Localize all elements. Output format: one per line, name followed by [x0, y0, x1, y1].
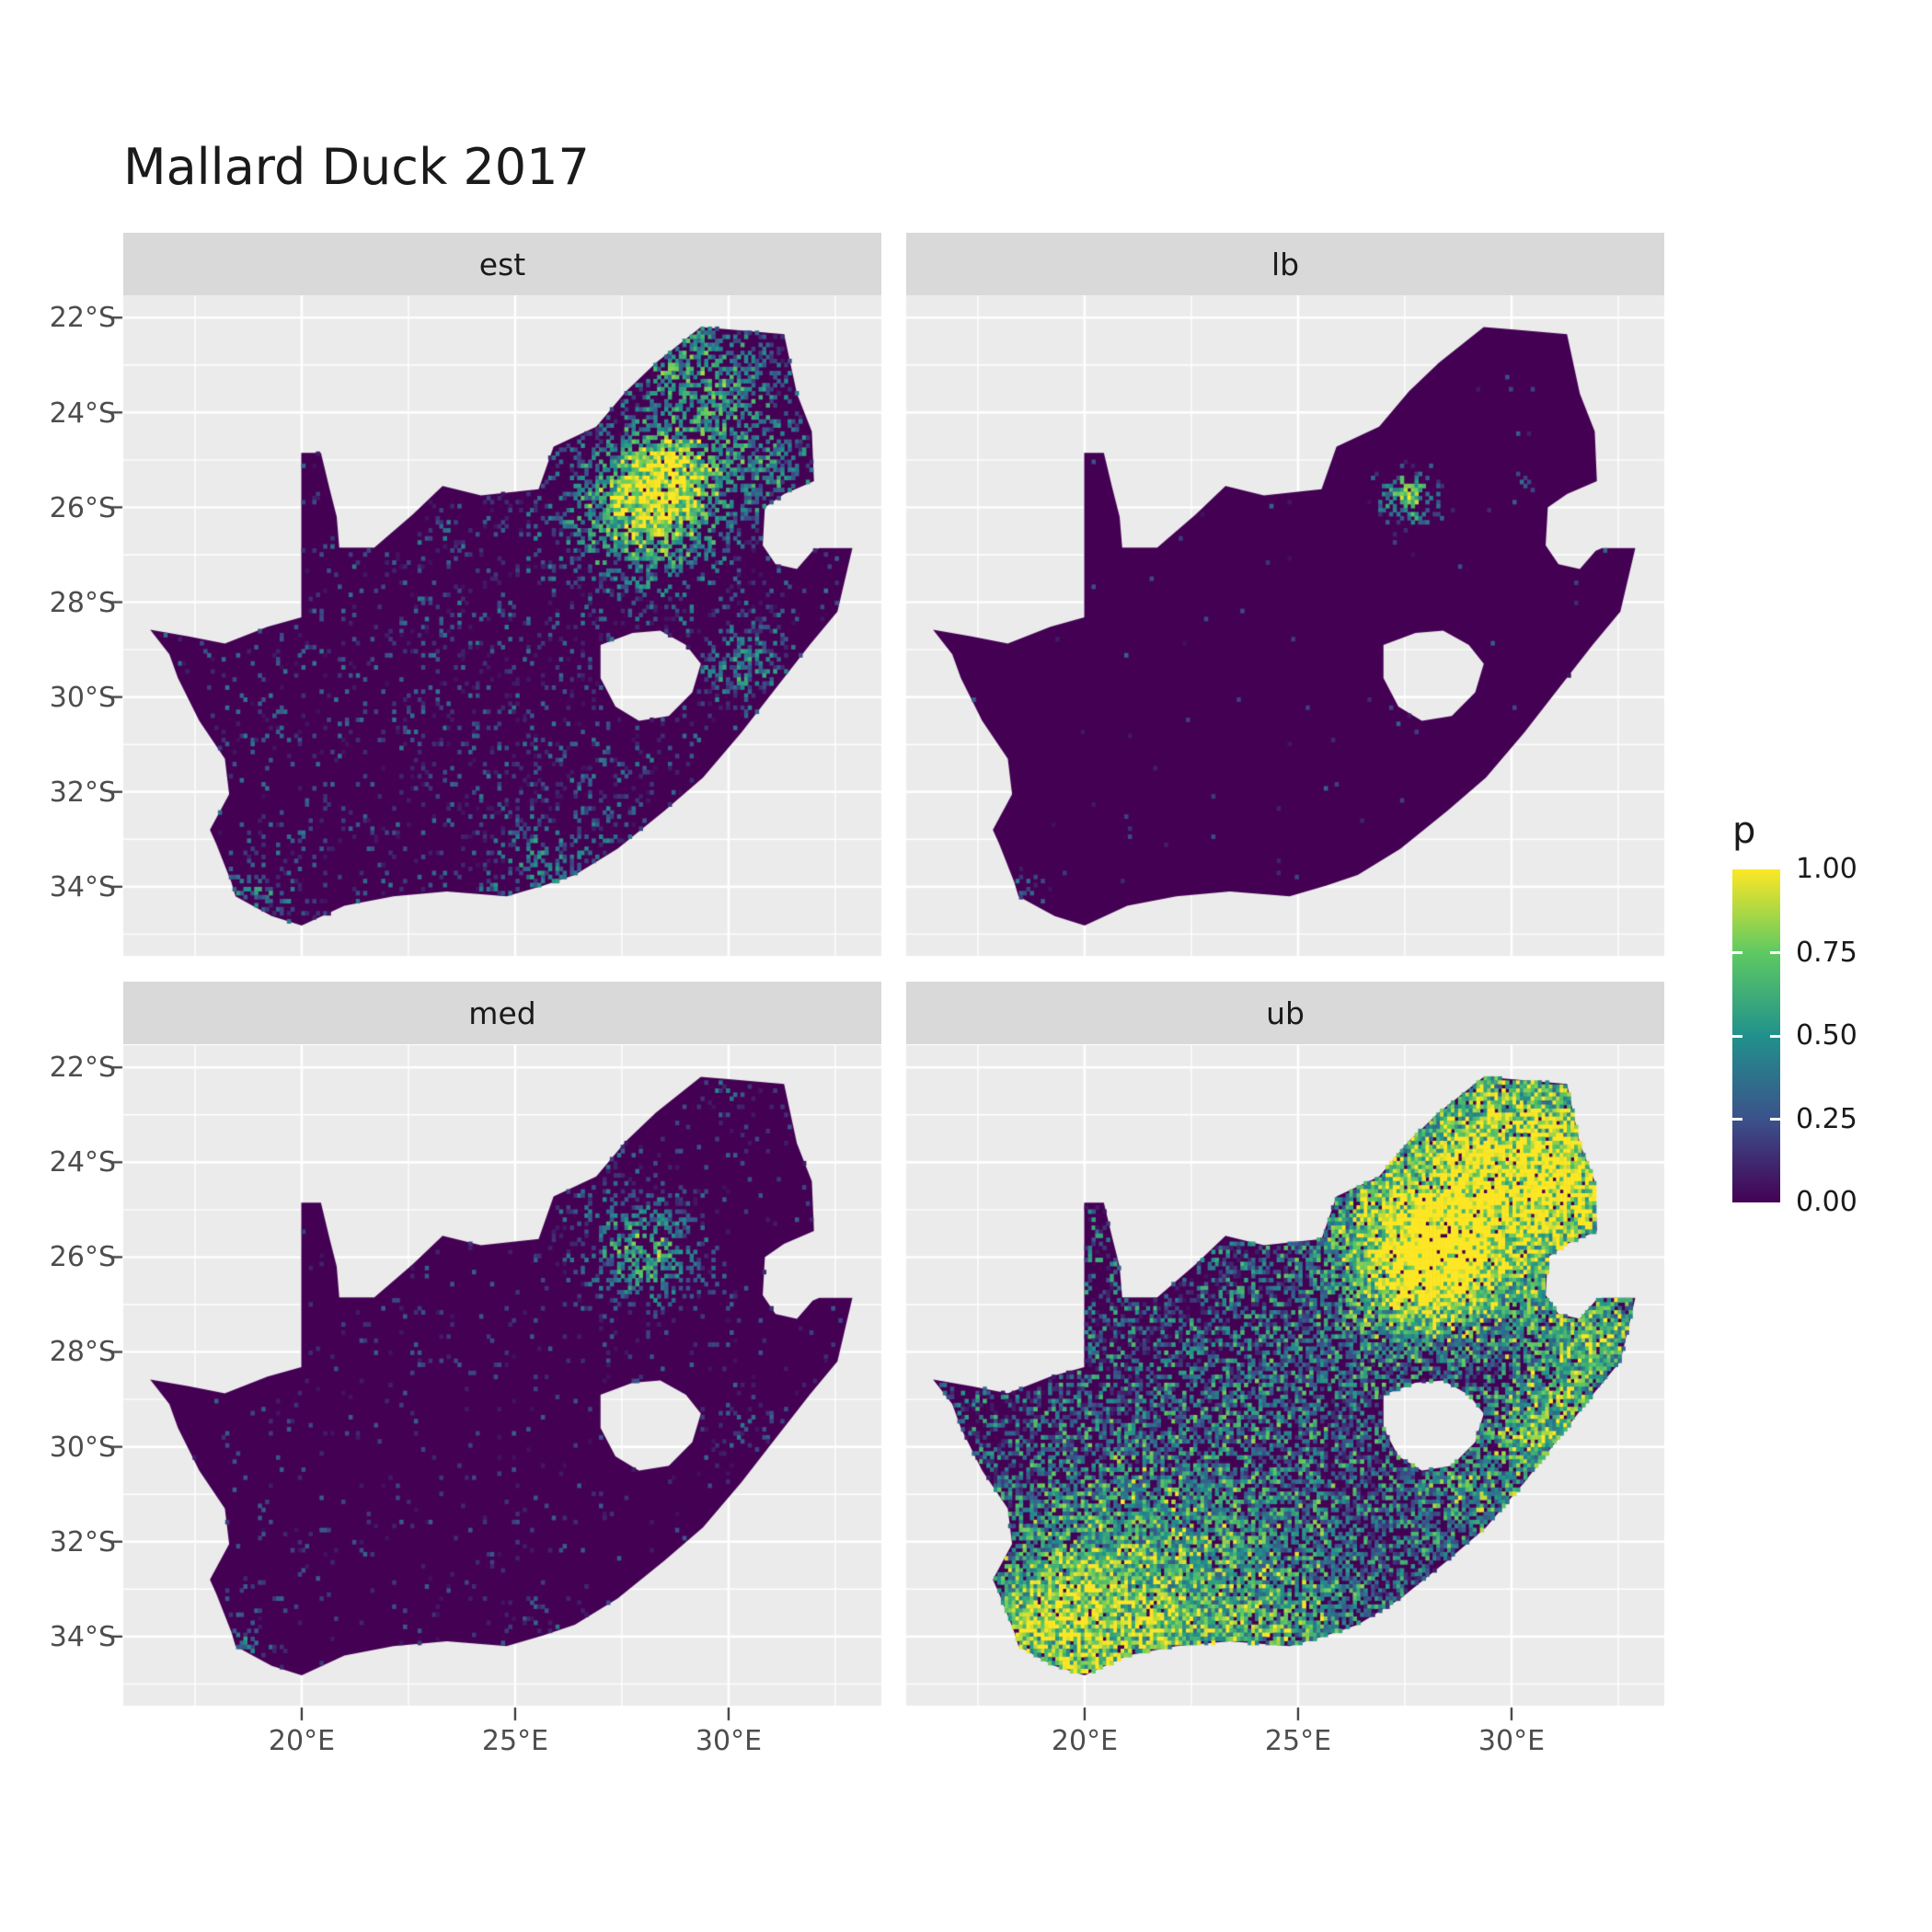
facet-strip-label: lb [1271, 246, 1300, 282]
facet-strip-lb: lb [906, 233, 1664, 295]
x-tick-label: 25°E [481, 1725, 549, 1757]
legend-tick-label: 1.00 [1796, 853, 1857, 885]
x-tick-label: 30°E [695, 1725, 763, 1757]
y-tick-label: 30°S [49, 682, 116, 714]
facet-strip-ub: ub [906, 982, 1664, 1044]
legend-tick-label: 0.75 [1796, 936, 1857, 969]
facet-strip-med: med [123, 982, 881, 1044]
legend-tick-label: 0.00 [1796, 1186, 1857, 1218]
facet-strip-label: med [468, 995, 536, 1031]
x-tick-label: 20°E [268, 1725, 336, 1757]
legend-tick-mark [1770, 1034, 1780, 1038]
legend-tick-label: 0.25 [1796, 1102, 1857, 1135]
y-tick-label: 26°S [49, 492, 116, 524]
facet-strip-label: est [478, 246, 526, 282]
legend-tick-mark [1770, 951, 1780, 954]
legend-tick-mark [1732, 1118, 1742, 1121]
x-tick-label: 25°E [1264, 1725, 1332, 1757]
x-tick-label: 30°E [1478, 1725, 1546, 1757]
y-tick-label: 24°S [49, 1146, 116, 1179]
legend-tick-mark [1770, 1118, 1780, 1121]
plot-title: Mallard Duck 2017 [123, 138, 590, 196]
legend-colorbar [1732, 869, 1780, 1202]
y-tick-label: 22°S [49, 1052, 116, 1084]
y-tick-label: 32°S [49, 776, 116, 809]
y-tick-label: 34°S [49, 871, 116, 903]
x-tick-label: 20°E [1051, 1725, 1119, 1757]
legend-labels: 1.00 0.75 0.50 0.25 0.00 [1796, 855, 1906, 1217]
y-tick-label: 32°S [49, 1526, 116, 1558]
y-tick-label: 34°S [49, 1621, 116, 1653]
facet-strip-est: est [123, 233, 881, 295]
facet-strip-label: ub [1266, 995, 1305, 1031]
y-tick-label: 30°S [49, 1432, 116, 1464]
y-tick-label: 22°S [49, 302, 116, 334]
legend-tick-mark [1732, 951, 1742, 954]
legend-tick-mark [1732, 1034, 1742, 1038]
y-tick-label: 24°S [49, 397, 116, 430]
y-tick-label: 28°S [49, 587, 116, 619]
y-tick-label: 28°S [49, 1336, 116, 1368]
y-tick-label: 26°S [49, 1241, 116, 1273]
legend-tick-label: 0.50 [1796, 1019, 1857, 1052]
legend-title: p [1732, 810, 1756, 852]
